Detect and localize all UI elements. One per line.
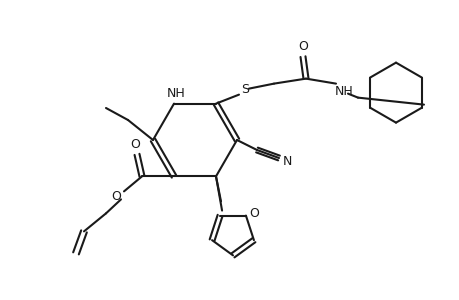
Text: NH: NH xyxy=(166,87,185,100)
Text: O: O xyxy=(111,190,121,203)
Text: N: N xyxy=(282,154,291,167)
Text: O: O xyxy=(130,138,140,151)
Text: S: S xyxy=(241,83,248,96)
Text: O: O xyxy=(297,40,307,53)
Text: NH: NH xyxy=(334,85,353,98)
Text: O: O xyxy=(248,207,258,220)
